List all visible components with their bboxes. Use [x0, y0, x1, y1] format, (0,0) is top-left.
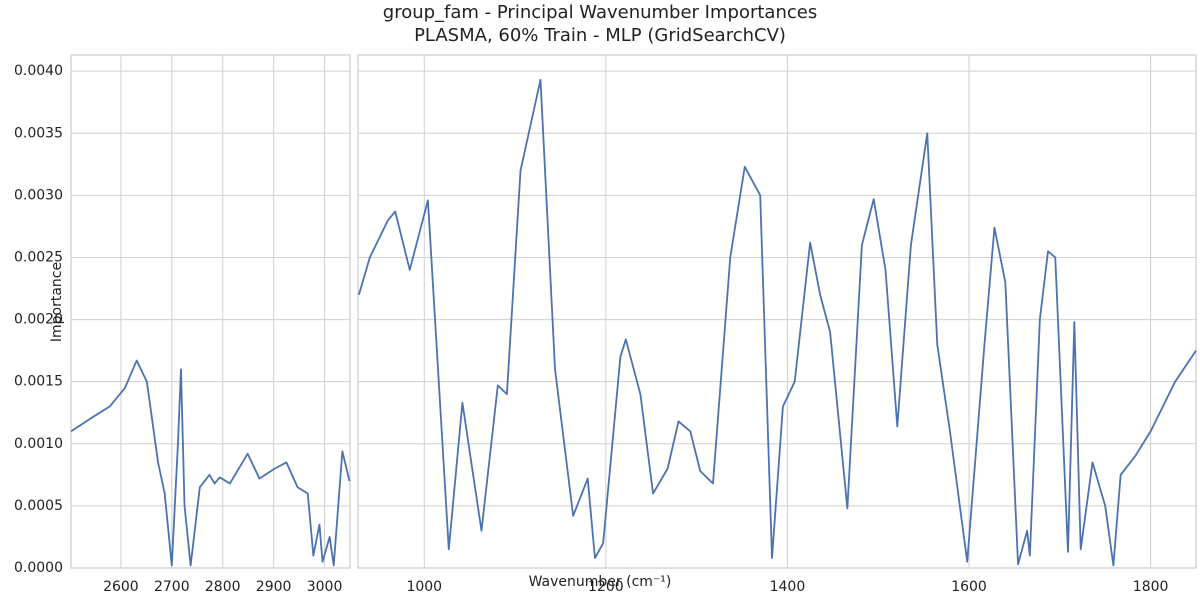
- y-tick-label: 0.0025: [14, 249, 63, 265]
- y-tick-label: 0.0020: [14, 312, 63, 328]
- y-tick-label: 0.0005: [14, 498, 63, 514]
- chart-subtitle: PLASMA, 60% Train - MLP (GridSearchCV): [414, 25, 786, 46]
- data-line: [358, 78, 1197, 567]
- chart-title: group_fam - Principal Wavenumber Importa…: [383, 2, 817, 23]
- x-tick-label: 1200: [588, 579, 624, 595]
- y-tick-label: 0.0035: [14, 125, 63, 141]
- y-tick-label: 0.0010: [14, 436, 63, 452]
- plot-frame: [70, 54, 351, 569]
- x-tick-label: 2600: [103, 579, 139, 595]
- x-axis-label: Wavenumber (cm⁻¹): [529, 574, 672, 590]
- x-tick-label: 2800: [205, 579, 241, 595]
- plot-frame: [357, 54, 1197, 569]
- x-tick-label: 1800: [1133, 579, 1169, 595]
- y-tick-label: 0.0030: [14, 187, 63, 203]
- x-tick-label: 2700: [154, 579, 190, 595]
- x-tick-label: 1600: [951, 579, 987, 595]
- y-tick-label: 0.0015: [14, 374, 63, 390]
- x-tick-label: 1000: [406, 579, 442, 595]
- x-tick-label: 2900: [256, 579, 292, 595]
- data-line: [70, 359, 351, 567]
- x-tick-label: 3000: [307, 579, 343, 595]
- y-tick-label: 0.0040: [14, 63, 63, 79]
- y-axis-label: Importance: [49, 262, 65, 342]
- x-tick-label: 1400: [770, 579, 806, 595]
- y-tick-label: 0.0000: [14, 560, 63, 576]
